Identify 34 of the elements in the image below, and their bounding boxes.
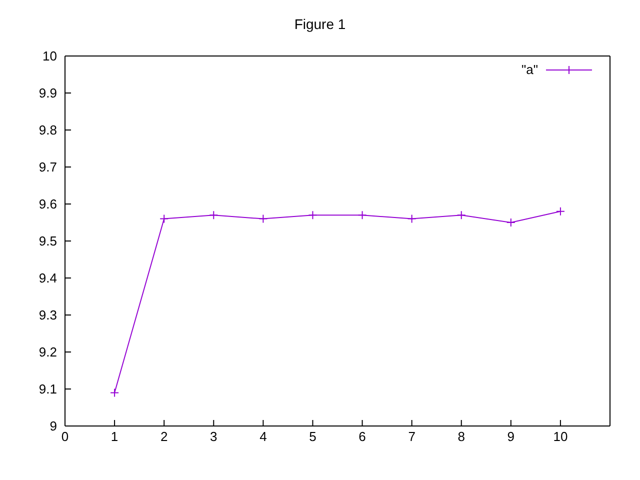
point xyxy=(407,214,416,224)
point xyxy=(209,210,218,220)
point xyxy=(358,210,367,220)
x-tick-label: 2 xyxy=(160,429,168,444)
x-tick-label: 9 xyxy=(507,429,515,444)
legend-label: "a" xyxy=(522,62,538,77)
x-tick-label: 0 xyxy=(61,429,69,444)
x-tick-label: 7 xyxy=(408,429,416,444)
point xyxy=(308,210,318,220)
x-tick-label: 8 xyxy=(458,429,465,444)
x-tick-label: 6 xyxy=(358,429,366,444)
point xyxy=(258,214,268,224)
y-tick-label: 9.8 xyxy=(38,122,57,138)
chart-title: Figure 1 xyxy=(293,16,347,32)
point xyxy=(556,206,565,216)
point xyxy=(506,218,516,227)
x-tick-label: 1 xyxy=(110,429,118,444)
x-tick-label: 10 xyxy=(553,429,568,444)
y-tick-label: 9.1 xyxy=(38,382,57,397)
y-tick-label: 9.3 xyxy=(38,308,57,323)
y-tick-label: 10 xyxy=(42,48,57,64)
y-tick-label: 9 xyxy=(50,418,57,434)
x-tick-label: 5 xyxy=(309,429,316,444)
y-tick-label: 9.9 xyxy=(38,86,57,101)
y-tick-label: 9.2 xyxy=(38,344,57,360)
x-tick-label: 3 xyxy=(210,429,218,444)
y-tick-label: 9.4 xyxy=(38,270,57,286)
point xyxy=(160,214,169,224)
point xyxy=(456,210,466,220)
y-tick-label: 9.7 xyxy=(38,160,57,175)
y-tick-label: 9.5 xyxy=(38,234,57,249)
point xyxy=(110,388,120,398)
x-tick-label: 4 xyxy=(260,429,267,444)
y-tick-label: 9.6 xyxy=(38,196,57,212)
